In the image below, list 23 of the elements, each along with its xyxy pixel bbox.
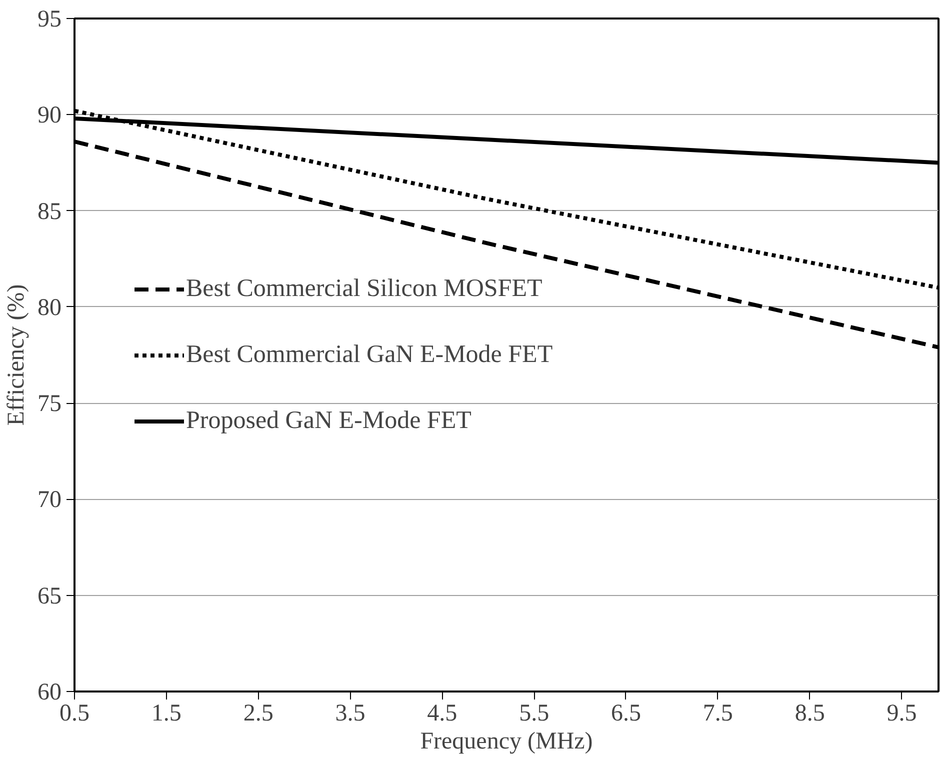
legend-label: Best Commercial Silicon MOSFET <box>186 274 542 302</box>
y-tick-label: 95 <box>38 6 62 32</box>
x-tick-label: 8.5 <box>794 700 825 726</box>
y-tick-label: 85 <box>38 198 62 225</box>
x-tick-label: 1.5 <box>151 700 182 726</box>
x-tick-label: 3.5 <box>335 700 366 726</box>
x-tick-label: 4.5 <box>427 700 458 726</box>
x-tick-label: 0.5 <box>60 700 90 726</box>
x-tick-label: 7.5 <box>702 700 733 726</box>
y-axis-title: Efficiency (%) <box>4 284 30 426</box>
x-axis-title: Frequency (MHz) <box>420 728 593 754</box>
x-tick-label: 2.5 <box>243 700 274 726</box>
legend-label: Best Commercial GaN E-Mode FET <box>186 340 553 368</box>
legend-label: Proposed GaN E-Mode FET <box>186 406 472 434</box>
y-tick-label: 90 <box>38 102 62 129</box>
x-tick-label: 9.5 <box>886 700 917 726</box>
y-tick-label: 80 <box>38 294 62 321</box>
y-tick-label: 65 <box>38 583 62 610</box>
y-tick-label: 70 <box>38 487 62 514</box>
x-tick-label: 6.5 <box>610 700 641 726</box>
y-tick-label: 75 <box>38 391 62 418</box>
y-tick-label: 60 <box>38 680 62 706</box>
x-tick-label: 5.5 <box>519 700 550 726</box>
